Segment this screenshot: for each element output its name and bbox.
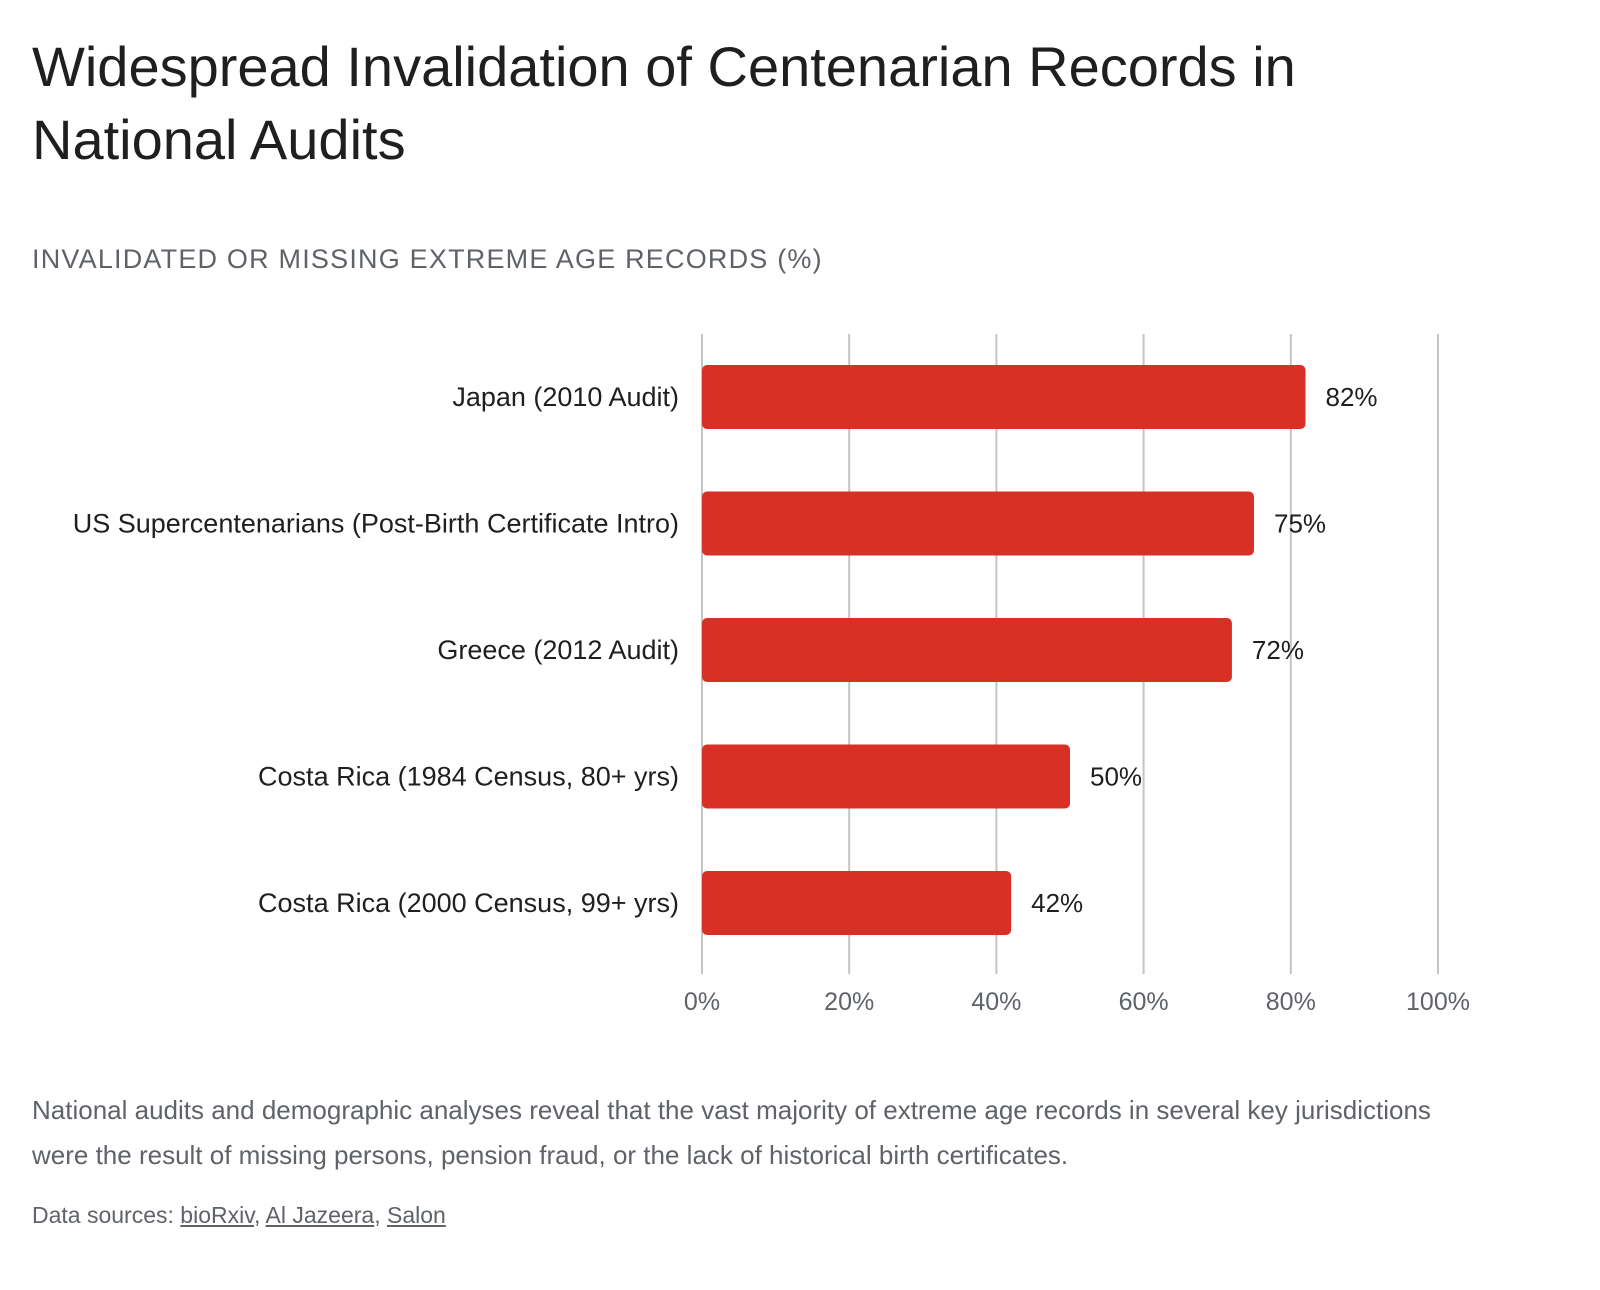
bar — [702, 618, 1232, 682]
data-labels: 82% 75% 72% 50% 42% — [1031, 382, 1377, 918]
category-label: Japan (2010 Audit) — [452, 382, 679, 412]
chart-subtitle: INVALIDATED OR MISSING EXTREME AGE RECOR… — [32, 244, 823, 274]
category-label: US Supercentenarians (Post-Birth Certifi… — [73, 509, 679, 539]
category-label: Greece (2012 Audit) — [437, 635, 679, 665]
bar — [702, 744, 1070, 809]
chart-caption: National audits and demographic analyses… — [32, 1095, 1431, 1170]
data-label: 72% — [1252, 635, 1304, 665]
data-label: 50% — [1090, 762, 1142, 792]
bars — [702, 365, 1306, 935]
source-link-biorxiv[interactable]: bioRxiv — [180, 1202, 255, 1228]
x-tick-label: 80% — [1266, 988, 1316, 1016]
data-label: 75% — [1274, 509, 1326, 539]
category-labels: Japan (2010 Audit) US Supercentenarians (… — [73, 382, 679, 918]
x-tick-label: 100% — [1406, 988, 1470, 1016]
data-label: 82% — [1326, 382, 1378, 412]
x-tick-label: 60% — [1119, 988, 1169, 1016]
bar — [702, 365, 1306, 429]
source-link-al-jazeera[interactable]: Al Jazeera — [265, 1202, 375, 1228]
data-sources: Data sources: bioRxiv, Al Jazeera, Salon — [32, 1202, 446, 1228]
category-label: Costa Rica (1984 Census, 80+ yrs) — [258, 762, 679, 792]
source-link-salon[interactable]: Salon — [386, 1202, 446, 1228]
sources-label: Data sources: — [32, 1202, 181, 1228]
data-label: 42% — [1031, 888, 1083, 918]
x-tick-label: 0% — [684, 988, 720, 1016]
bar-chart: Japan (2010 Audit) US Supercentenarians (… — [73, 334, 1470, 1016]
x-tick-label: 20% — [824, 988, 874, 1016]
x-tick-label: 40% — [971, 988, 1021, 1016]
category-label: Costa Rica (2000 Census, 99+ yrs) — [258, 888, 679, 918]
bar — [702, 491, 1254, 556]
bar — [702, 871, 1012, 935]
chart-title: Widespread Invalidation of Centenarian R… — [32, 35, 1296, 171]
x-axis-ticks: 0% 20% 40% 60% 80% 100% — [684, 988, 1470, 1016]
